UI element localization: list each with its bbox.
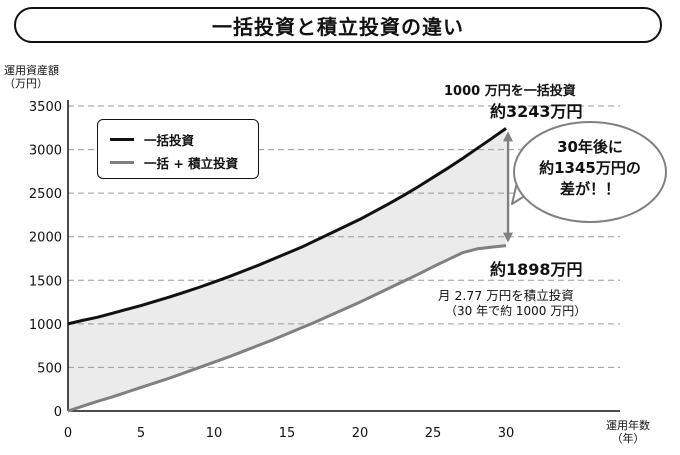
y-tick-label: 1500 — [29, 274, 62, 289]
series-line-lump — [67, 127, 507, 326]
bubble-line3: 差が！！ — [559, 180, 620, 198]
y-tick-label: 1000 — [29, 318, 62, 333]
x-tick-label: 0 — [64, 426, 72, 441]
x-axis-label-line2: （年） — [611, 432, 645, 445]
x-tick-label: 20 — [352, 426, 369, 441]
annotation-lump-caption: 1000 万円を一括投資 — [444, 84, 576, 99]
annotation-accum-caption-2: （30 年で約 1000 万円） — [445, 304, 587, 318]
y-axis-label: 運用資産額 （万円） — [4, 64, 59, 90]
bubble-joint — [520, 178, 533, 192]
x-tick-label: 30 — [498, 426, 515, 441]
annotation-accum-value: 約1898万円 — [490, 260, 583, 279]
annotation-lump-value: 約3243万円 — [490, 102, 583, 121]
legend-label-lump: 一括投資 — [144, 133, 195, 148]
bubble — [513, 121, 667, 223]
series-line-accum — [67, 244, 507, 413]
x-tick-label: 15 — [279, 426, 296, 441]
bubble-line1: 30年後に — [557, 138, 623, 156]
y-tick-label: 3000 — [29, 144, 62, 159]
x-tick-label: 25 — [425, 426, 442, 441]
gap-area — [68, 128, 506, 411]
legend-swatch-accum — [110, 161, 134, 164]
bubble-line2: 約1345万円の — [539, 159, 641, 177]
y-tick-label: 3500 — [29, 100, 62, 115]
x-axis-label: 運用年数 （年） — [606, 419, 650, 445]
legend-label-accum: 一括 + 積立投資 — [144, 156, 239, 171]
legend-item-accum: 一括 + 積立投資 — [110, 153, 238, 172]
bubble-text: 30年後に 約1345万円の 差が！！ — [524, 137, 656, 200]
y-tick-label: 2500 — [29, 187, 62, 202]
x-axis-label-line1: 運用年数 — [606, 419, 650, 432]
y-tick-label: 0 — [54, 405, 62, 420]
chart-title: 一括投資と積立投資の違い — [14, 7, 662, 43]
x-tick-label: 5 — [137, 426, 145, 441]
gap-arrow-head-top — [503, 131, 513, 142]
y-tick-label: 500 — [37, 361, 62, 376]
annotation-accum-caption-1: 月 2.77 万円を積立投資 — [438, 288, 574, 303]
legend-swatch-lump — [110, 138, 134, 141]
x-tick-label: 10 — [206, 426, 223, 441]
chart-title-text: 一括投資と積立投資の違い — [212, 14, 464, 39]
legend-item-lump: 一括投資 — [110, 130, 194, 149]
y-axis-label-line2: （万円） — [4, 77, 48, 90]
y-tick-label: 2000 — [29, 231, 62, 246]
y-axis-label-line1: 運用資産額 — [4, 64, 59, 77]
gap-arrow-head-bottom — [503, 232, 513, 243]
legend: 一括投資 一括 + 積立投資 — [97, 119, 259, 179]
